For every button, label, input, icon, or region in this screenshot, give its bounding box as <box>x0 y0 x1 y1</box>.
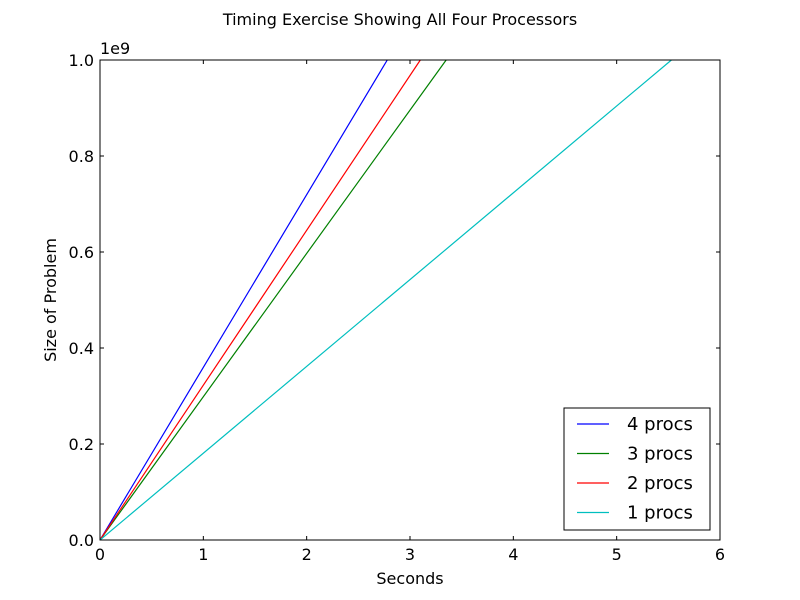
legend-entries: 4 procs 3 procs 2 procs 1 procs <box>577 414 693 524</box>
x-tick-label: 3 <box>405 545 415 564</box>
series-line-2 <box>99 59 447 541</box>
legend: 4 procs 3 procs 2 procs 1 procs <box>563 407 711 531</box>
y-tick-label: 0.8 <box>69 147 94 166</box>
x-tick-label: 4 <box>508 545 518 564</box>
legend-label-3: 2 procs <box>627 473 693 494</box>
series-line-3 <box>99 59 421 541</box>
x-tick-label: 5 <box>612 545 622 564</box>
y-axis-label: Size of Problem <box>41 238 60 362</box>
y-tick-label: 0.0 <box>69 531 94 550</box>
legend-label-4: 1 procs <box>627 503 693 524</box>
legend-box <box>563 407 711 531</box>
x-tick-label: 2 <box>302 545 312 564</box>
axis-tick-labels: 0 1 2 3 4 5 6 0.0 0.2 0.4 0.6 0.8 1.0 <box>69 51 726 564</box>
y-offset-label: 1e9 <box>100 39 130 58</box>
y-tick-label: 0.6 <box>69 243 94 262</box>
x-tick-label: 0 <box>95 545 105 564</box>
x-tick-label: 6 <box>715 545 725 564</box>
legend-label-2: 3 procs <box>627 444 693 465</box>
y-tick-label: 1.0 <box>69 51 94 70</box>
series-line-1 <box>99 59 388 541</box>
series-layer <box>99 59 672 541</box>
x-tick-label: 1 <box>198 545 208 564</box>
plot-frame <box>99 59 721 541</box>
x-axis-label: Seconds <box>376 569 443 588</box>
legend-label-1: 4 procs <box>627 414 693 435</box>
chart-title: Timing Exercise Showing All Four Process… <box>222 10 577 29</box>
series-line-4 <box>99 59 672 541</box>
y-tick-label: 0.2 <box>69 435 94 454</box>
y-tick-label: 0.4 <box>69 339 94 358</box>
